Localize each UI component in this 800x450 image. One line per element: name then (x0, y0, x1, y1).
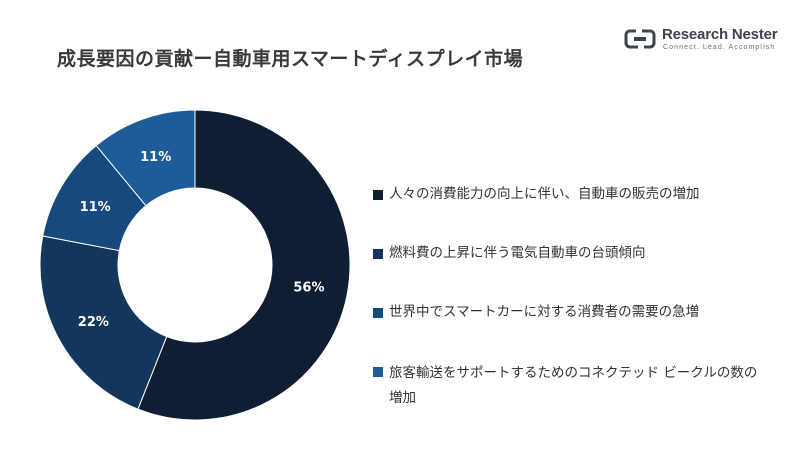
slice-value-label: 22% (78, 315, 109, 330)
chart-title: 成長要因の貢献ー自動車用スマートディスプレイ市場 (57, 48, 524, 70)
legend-label: 旅客輸送をサポートするためのコネクテッド ビークルの数の増加 (389, 365, 758, 406)
logo-tagline: Connect. Lead. Accomplish (663, 44, 776, 51)
legend-swatch (373, 249, 383, 259)
donut-slice (95, 109, 196, 207)
legend-item: 旅客輸送をサポートするためのコネクテッド ビークルの数の増加 (373, 361, 773, 411)
legend-swatch (373, 367, 383, 377)
slice-value-label: 11% (140, 150, 171, 165)
legend-item: 燃料費の上昇に伴う電気自動車の台頭傾向 (373, 243, 773, 264)
donut-slice (39, 235, 168, 410)
slice-value-label: 11% (80, 200, 111, 215)
donut-slice (137, 109, 351, 421)
slice-value-label: 56% (293, 281, 324, 296)
research-nester-logo: Research Nester Connect. Lead. Accomplis… (624, 26, 778, 56)
research-nester-logo-icon (624, 29, 656, 49)
legend-item: 世界中でスマートカーに対する消費者の需要の急増 (373, 302, 773, 323)
legend-label: 人々の消費能力の向上に伴い、自動車の販売の増加 (389, 186, 700, 202)
legend-item: 人々の消費能力の向上に伴い、自動車の販売の増加 (373, 184, 773, 205)
legend-label: 燃料費の上昇に伴う電気自動車の台頭傾向 (389, 245, 646, 261)
chart-legend: 人々の消費能力の向上に伴い、自動車の販売の増加 燃料費の上昇に伴う電気自動車の台頭… (373, 184, 773, 411)
legend-swatch (373, 190, 383, 200)
logo-name: Research Nester (662, 26, 778, 43)
legend-label: 世界中でスマートカーに対する消費者の需要の急増 (389, 304, 700, 320)
legend-swatch (373, 308, 383, 318)
